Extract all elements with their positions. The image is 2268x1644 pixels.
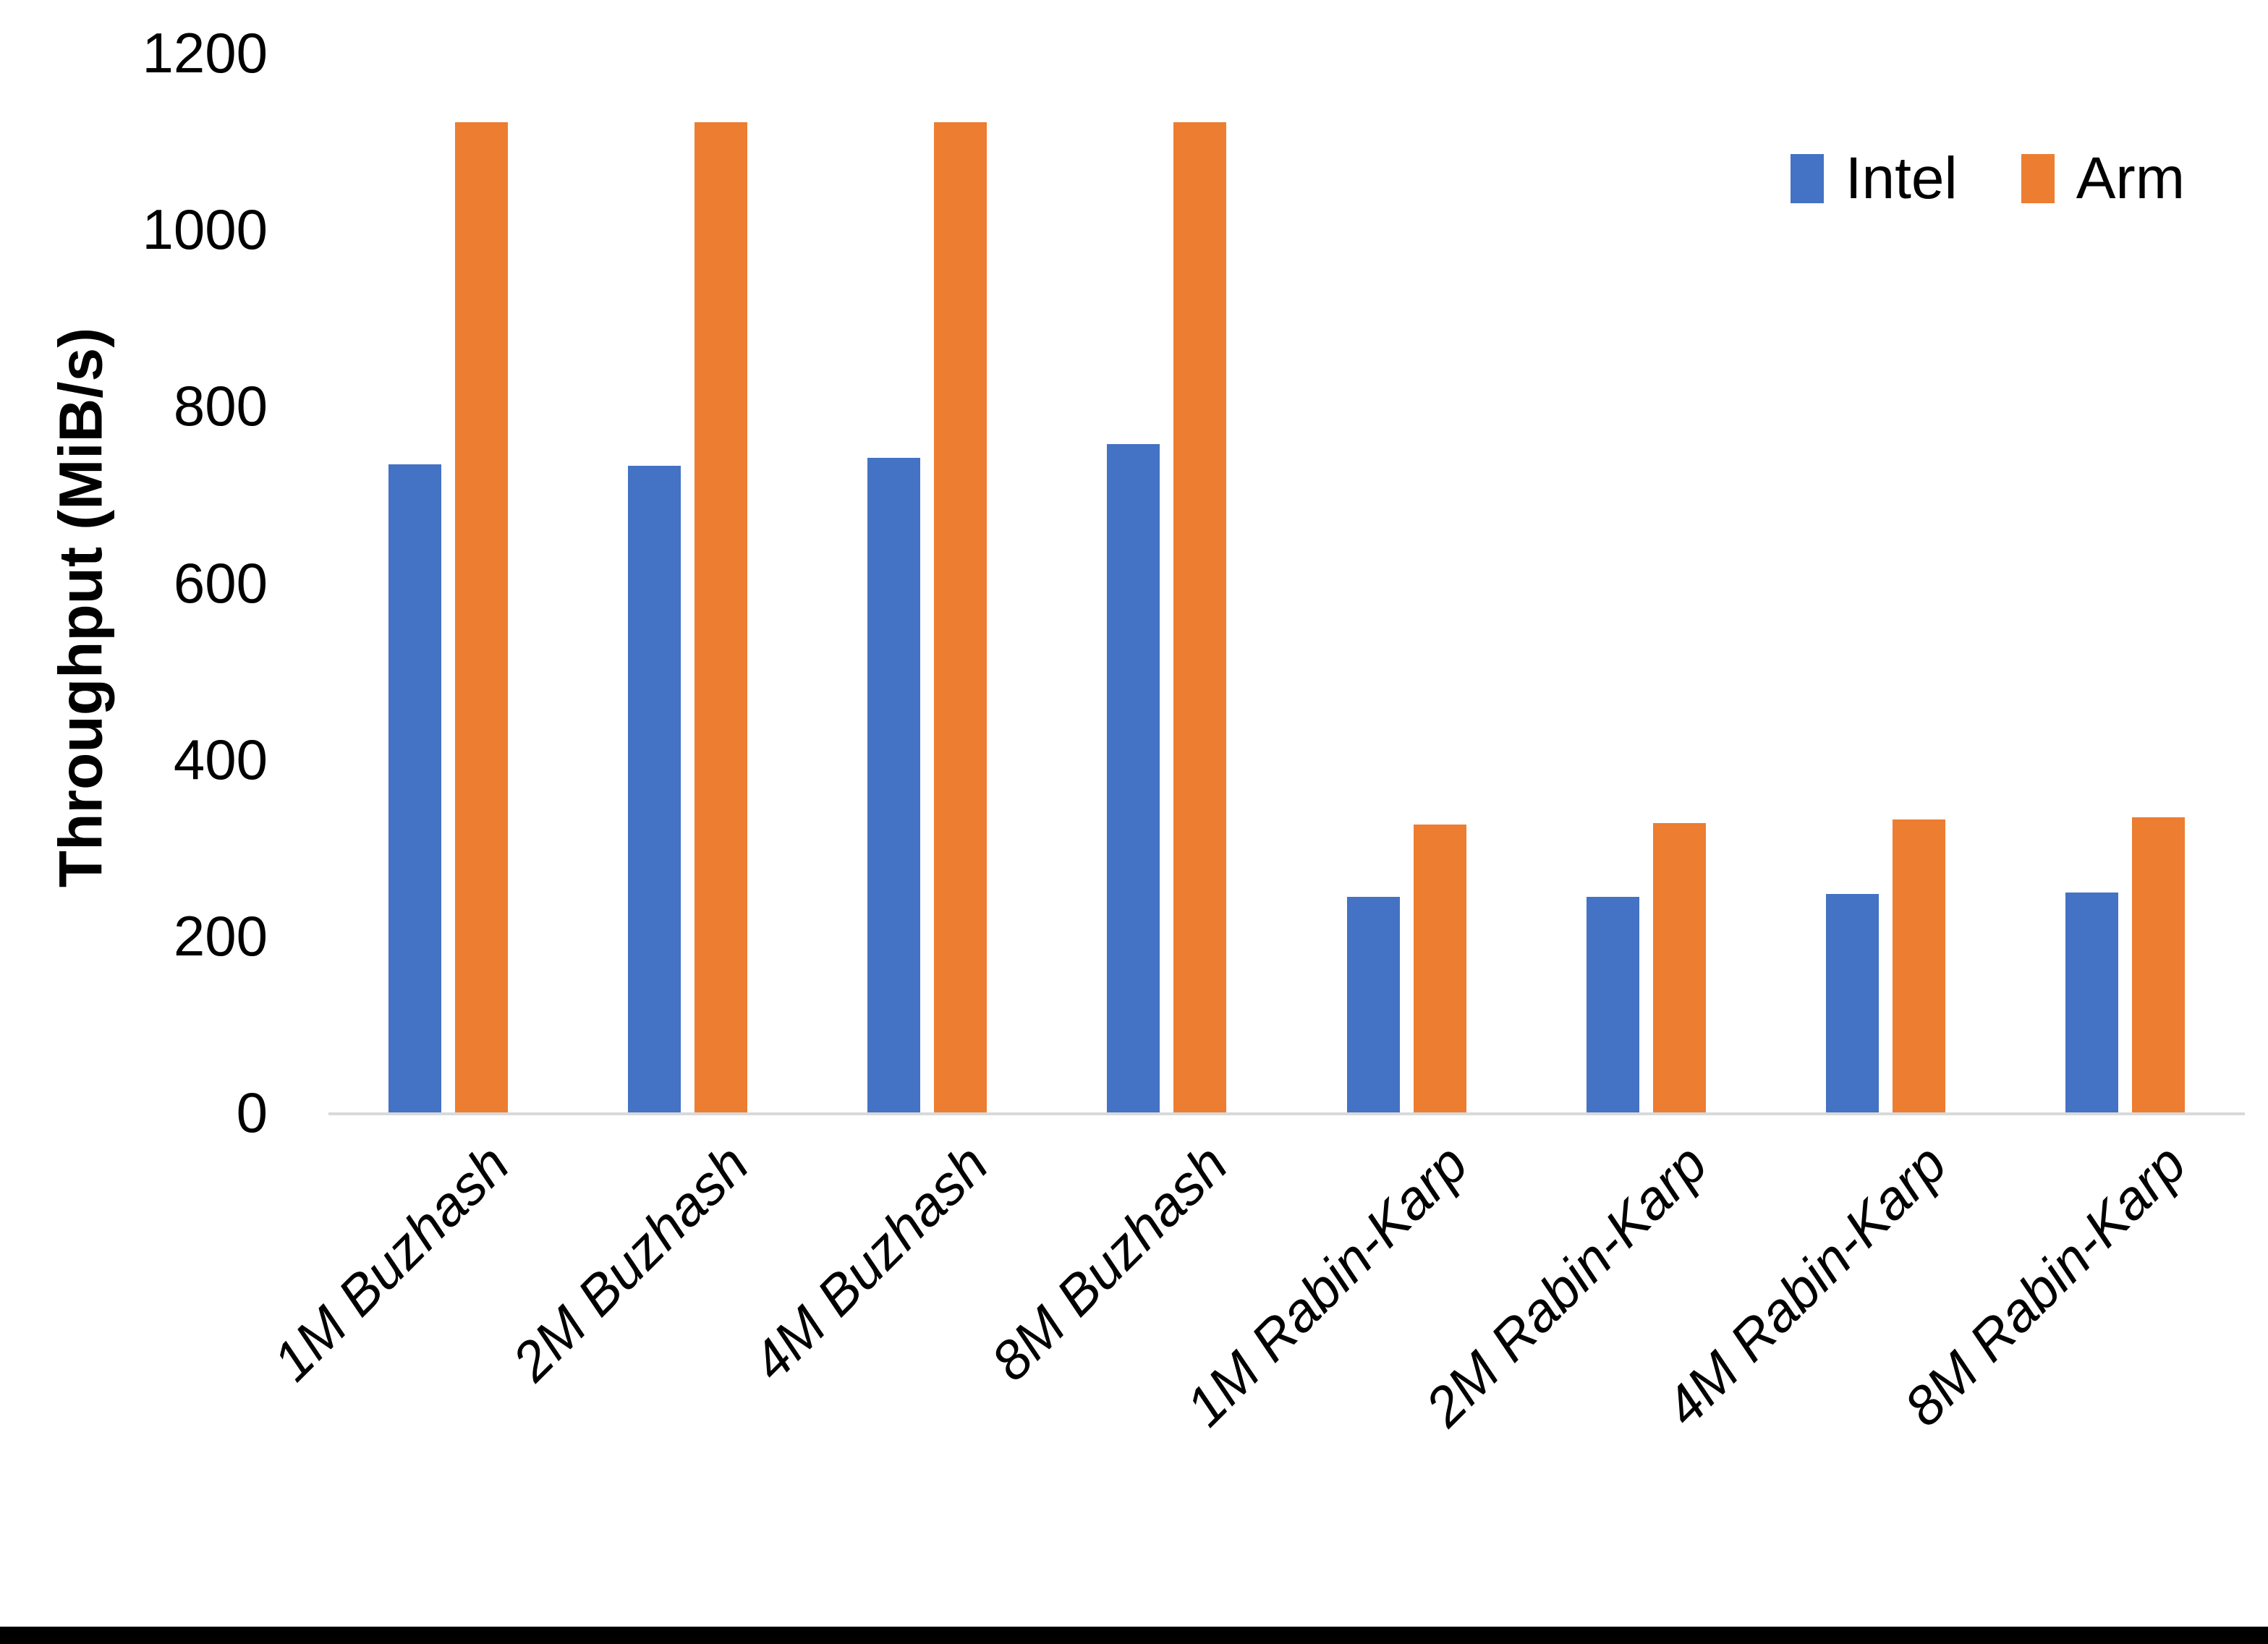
bottom-border-bar (0, 1627, 2268, 1644)
bar-intel-6 (1586, 897, 1639, 1112)
x-category-label: 4M Buzhash (740, 1133, 1001, 1393)
bar-arm-7 (1892, 819, 1945, 1112)
y-tick-label: 800 (173, 374, 268, 438)
bar-intel-3 (867, 458, 921, 1112)
x-category-label: 8M Buzhash (980, 1133, 1240, 1393)
y-tick-label: 1200 (142, 21, 268, 85)
bar-arm-2 (695, 122, 748, 1112)
bar-arm-4 (1173, 122, 1227, 1112)
bar-intel-8 (2065, 893, 2118, 1112)
bar-arm-1 (455, 122, 509, 1112)
bar-intel-2 (628, 466, 681, 1112)
bar-intel-7 (1825, 894, 1879, 1112)
x-axis-line (328, 1112, 2245, 1115)
y-tick-label: 1000 (142, 197, 268, 262)
bar-arm-6 (1652, 823, 1706, 1112)
bar-arm-8 (2131, 817, 2185, 1112)
x-category-label: 1M Buzhash (261, 1133, 522, 1393)
legend-label-arm: Arm (2076, 145, 2185, 211)
legend-label-intel: Intel (1845, 145, 1958, 211)
legend: Intel Arm (1790, 145, 2185, 213)
bar-arm-3 (934, 122, 988, 1112)
legend-swatch-arm (2021, 154, 2055, 203)
y-tick-label: 400 (173, 727, 268, 791)
y-tick-label: 200 (173, 903, 268, 968)
x-category-label: 2M Buzhash (501, 1133, 761, 1393)
y-tick-label: 600 (173, 550, 268, 615)
legend-item-arm: Arm (2021, 145, 2185, 213)
legend-item-intel: Intel (1790, 145, 1958, 213)
legend-swatch-intel (1790, 154, 1824, 203)
bar-arm-5 (1413, 825, 1466, 1112)
bar-intel-4 (1107, 444, 1160, 1112)
bar-intel-1 (388, 464, 442, 1112)
bar-intel-5 (1346, 897, 1400, 1112)
y-tick-label: 0 (236, 1081, 268, 1144)
